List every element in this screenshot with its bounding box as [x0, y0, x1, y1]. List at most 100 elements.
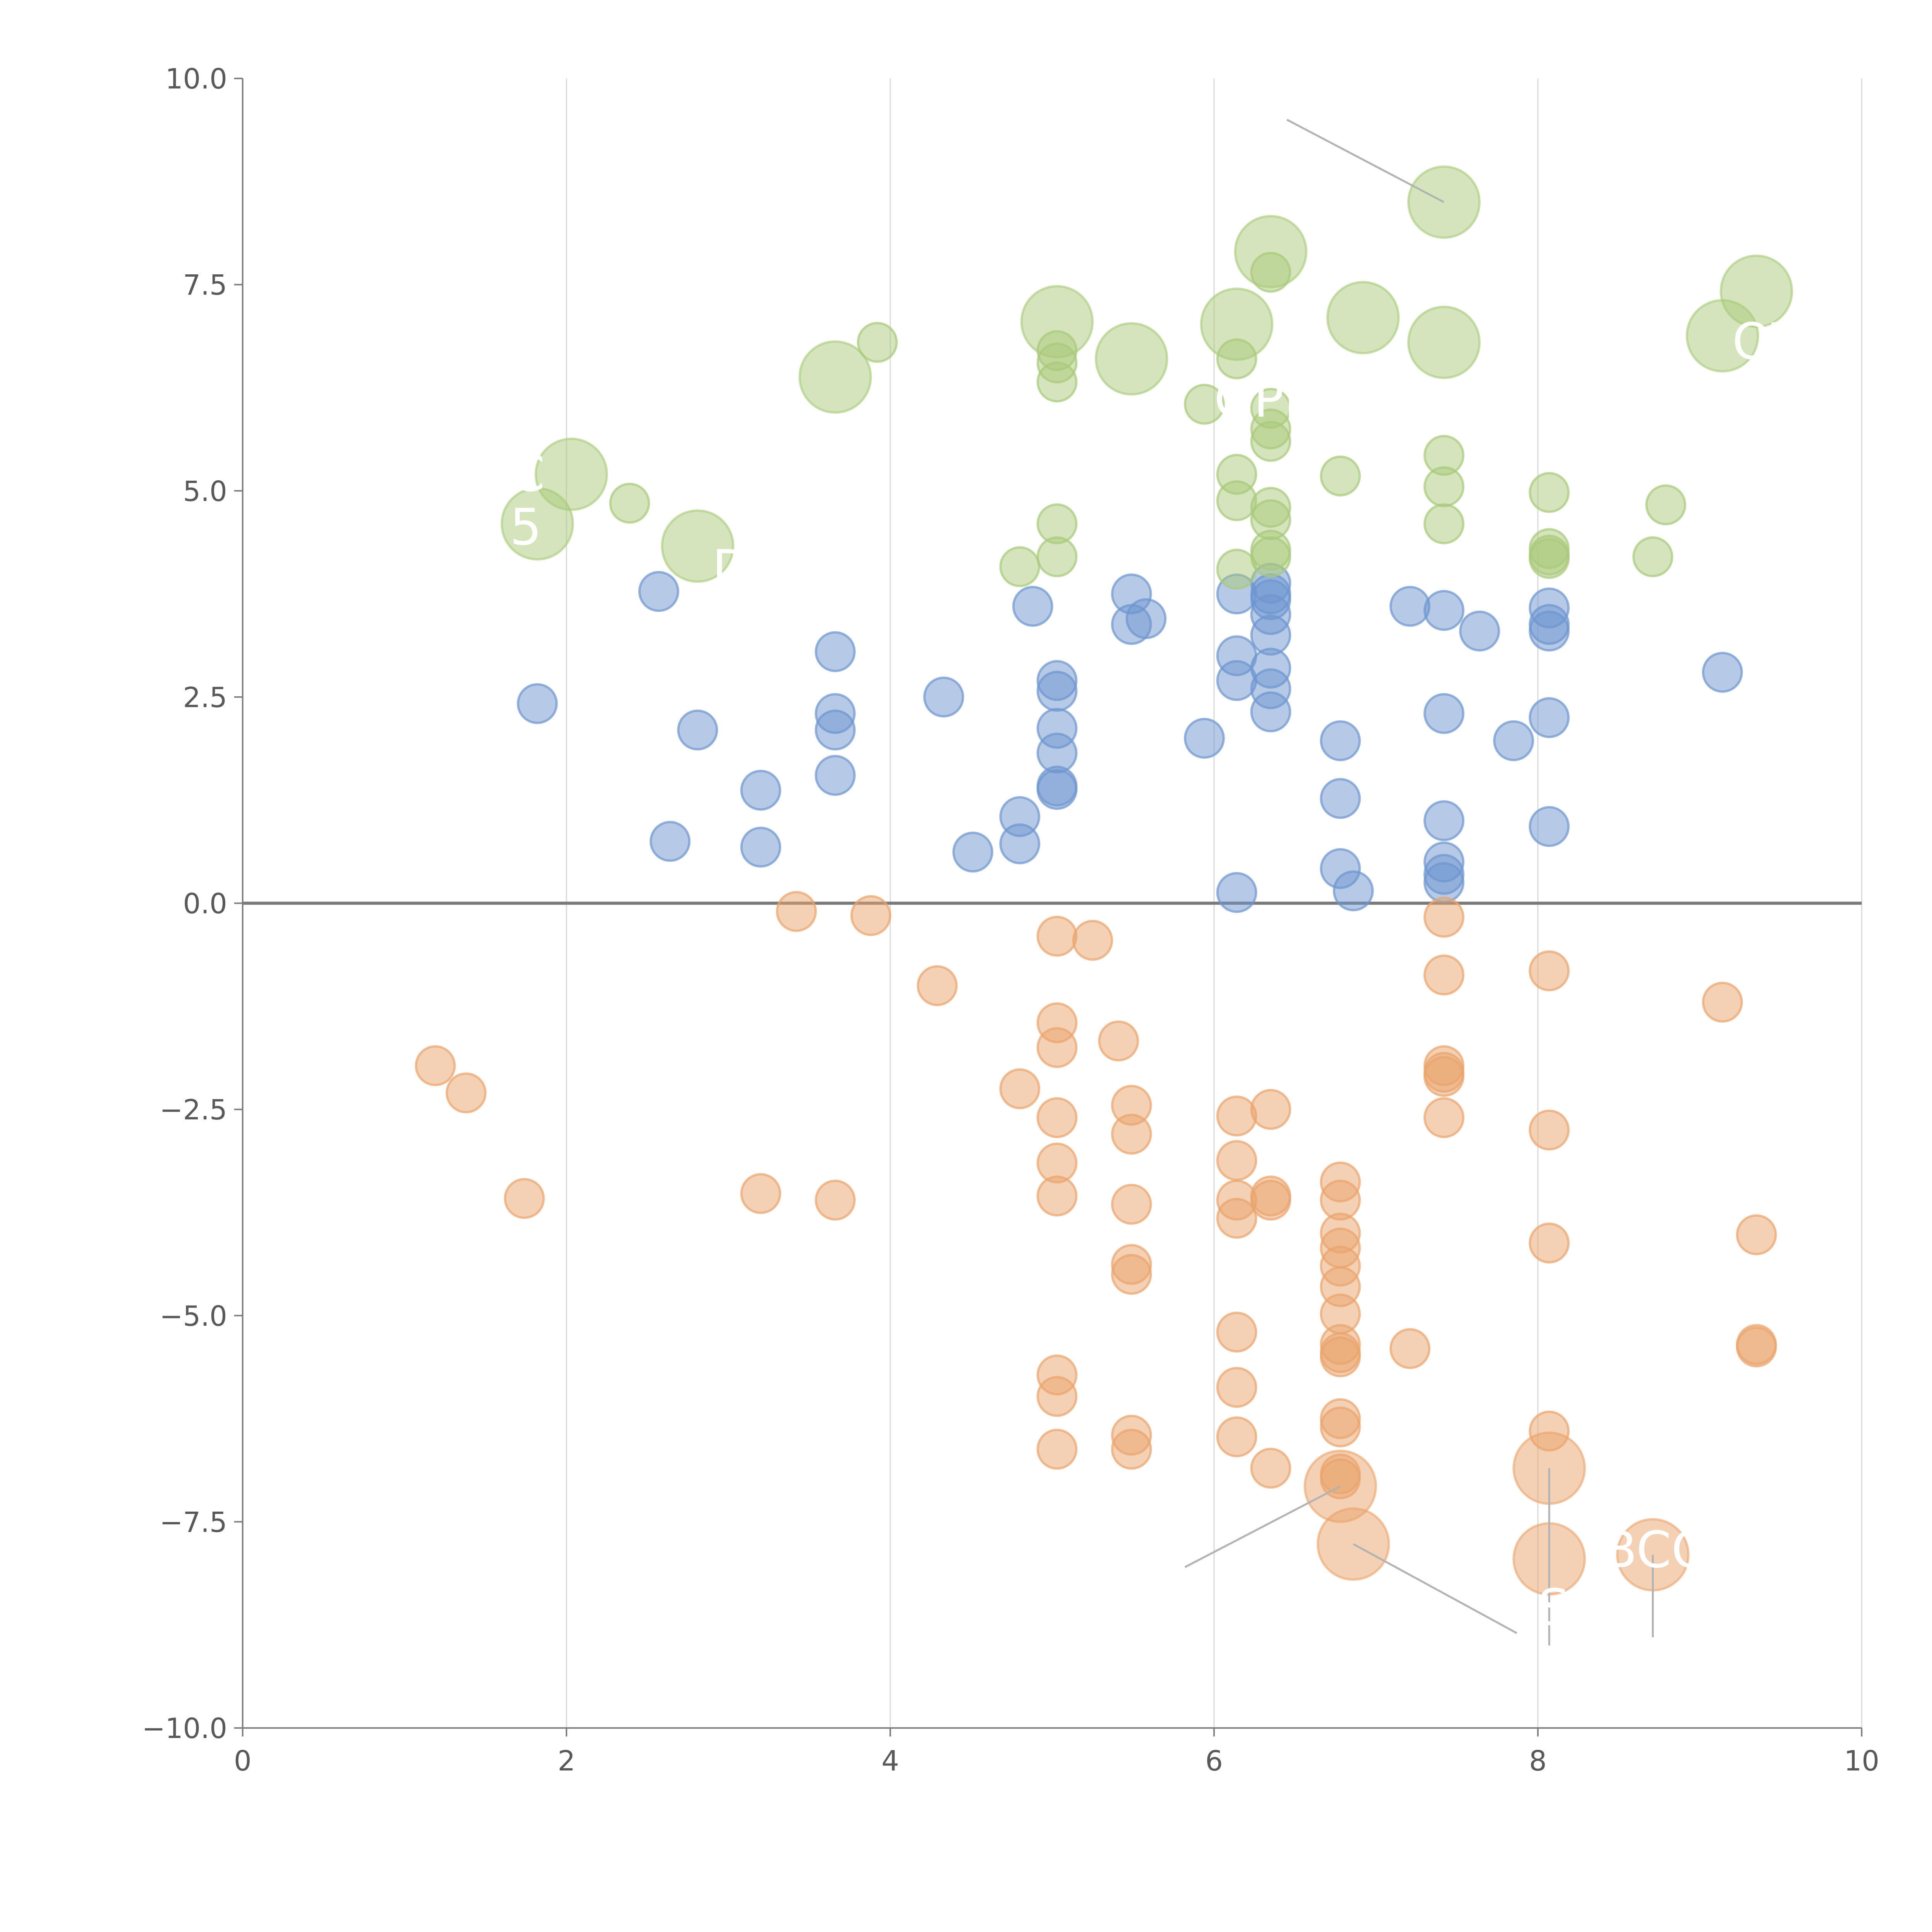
positive-point: [638, 571, 679, 612]
positive-point: [1389, 586, 1430, 627]
negative-point: [1529, 1222, 1570, 1264]
annotation-leader-line: [1353, 1543, 1517, 1634]
negative-point: [1111, 1114, 1152, 1155]
positive-point: [1529, 806, 1570, 847]
annotation-leader-line: [1286, 119, 1445, 203]
negative-point: [815, 1179, 856, 1221]
negative-point: [1216, 1095, 1257, 1137]
y-tick-label: −10.0: [142, 1712, 227, 1745]
x-tick-label: 4: [881, 1745, 899, 1777]
negative-point: [1036, 1027, 1078, 1068]
x-tick-label: 0: [234, 1745, 252, 1777]
positive-point: [923, 676, 964, 718]
negative-point: [1216, 1197, 1257, 1239]
positive-point: [1529, 611, 1570, 652]
annotation-labels: C5 D P OPHA OTT BCO S: [510, 172, 1832, 1637]
negative-point: [1036, 915, 1078, 957]
negative-point: [1036, 1376, 1078, 1417]
positive-point: [815, 709, 856, 751]
y-tick-label: −5.0: [160, 1300, 227, 1332]
negative-point: [1423, 1097, 1464, 1138]
top-point: [1529, 538, 1570, 579]
top-point: [1036, 536, 1078, 578]
positive-point: [952, 832, 993, 873]
positive-point: [1184, 718, 1225, 759]
negative-point: [1250, 1179, 1291, 1221]
positive-point: [740, 770, 781, 811]
y-tick-label: −2.5: [160, 1094, 227, 1126]
negative-point: [1529, 1109, 1570, 1151]
y-tick-label: 5.0: [183, 475, 227, 507]
y-tick-label: 0.0: [183, 888, 227, 920]
top-point: [609, 483, 650, 524]
positive-point: [677, 709, 718, 751]
negative-point: [1736, 1326, 1777, 1367]
negative-point: [1216, 1367, 1257, 1408]
negative-point: [1072, 920, 1113, 961]
negative-point: [999, 1068, 1041, 1109]
top-point: [1250, 421, 1291, 462]
negative-point: [1111, 1184, 1152, 1225]
negative-point: [1216, 1311, 1257, 1353]
annotation-leaders: [1184, 119, 1654, 1646]
annotation-label: P: [1214, 172, 1244, 231]
negative-point: [1250, 1447, 1291, 1489]
top-point: [1423, 466, 1464, 507]
positive-point: [740, 827, 781, 868]
x-tick-label: 2: [558, 1745, 575, 1777]
annotation-label: 5: [510, 498, 542, 556]
negative-point: [504, 1178, 545, 1219]
annotation-label: OTT: [1732, 312, 1832, 371]
top-point: [1184, 384, 1225, 425]
positive-point: [815, 631, 856, 672]
negative-point: [1216, 1416, 1257, 1458]
top-point: [999, 546, 1041, 587]
positive-point: [1702, 651, 1743, 693]
positive-point: [999, 823, 1041, 864]
annotation-label: C: [510, 444, 545, 503]
negative-point: [917, 965, 958, 1006]
positive-point: [1036, 670, 1078, 712]
x-tick-label: 8: [1529, 1745, 1547, 1777]
x-tick-label: 6: [1205, 1745, 1223, 1777]
negative-point: [1423, 1056, 1464, 1097]
positive-point: [1250, 691, 1291, 733]
top-highlight-point: [1326, 281, 1400, 355]
positive-point: [1333, 870, 1374, 912]
top-highlight-point: [500, 487, 574, 561]
negative-point: [1111, 1429, 1152, 1470]
negative-point: [850, 895, 891, 936]
negative-point: [1320, 1406, 1361, 1447]
positive-point: [517, 683, 558, 724]
annotation-label: D: [712, 539, 751, 598]
positive-point: [1126, 598, 1167, 639]
positive-point: [1036, 769, 1078, 810]
positive-point: [1529, 697, 1570, 738]
positive-point: [1320, 720, 1361, 762]
top-highlight-point: [1200, 287, 1274, 361]
top-point: [1645, 484, 1687, 526]
top-point: [1320, 455, 1361, 497]
top-highlight-point: [1095, 322, 1168, 396]
annotation-label: BCO: [1603, 1520, 1711, 1579]
negative-point: [415, 1045, 456, 1086]
y-tick-label: 10.0: [165, 63, 227, 95]
x-tick-label: 10: [1844, 1745, 1879, 1777]
negative-point: [1389, 1328, 1430, 1369]
top-highlight-point: [661, 509, 735, 583]
annotation-label: OPHA: [1214, 370, 1356, 429]
annotation-leader-line: [1184, 1485, 1341, 1568]
y-tick-label: 2.5: [183, 681, 227, 714]
negative-point: [1036, 1429, 1078, 1470]
positive-point: [1320, 778, 1361, 819]
positive-point: [1216, 872, 1257, 913]
top-point: [1423, 503, 1464, 544]
axes: 0 2 4 6 8 10 −10.0 −7.5 −5.0 −2.5 0.0 2.5 5.0 7.5 10.0: [142, 63, 1879, 1777]
top-highlight-point: [1719, 254, 1793, 328]
top-point: [1216, 480, 1257, 521]
negative-point: [1736, 1214, 1777, 1255]
negative-point: [776, 891, 817, 932]
negative-point: [1111, 1254, 1152, 1295]
top-point: [1529, 472, 1570, 513]
data-points: [415, 165, 1793, 1596]
